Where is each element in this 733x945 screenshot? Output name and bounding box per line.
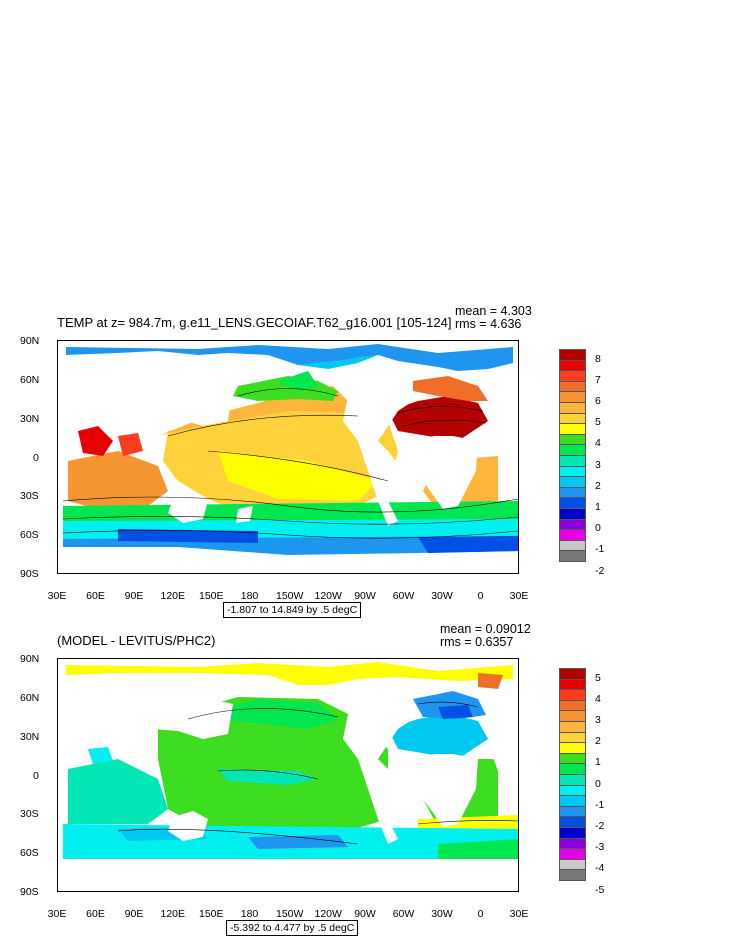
colorbar-label: 4 [595,437,601,450]
lon-label: 30E [509,908,529,920]
lat-label: 60S [20,847,39,859]
colorbar-label: 3 [595,714,601,726]
lon-label: 30W [431,908,453,920]
colorbar-label: 2 [595,735,601,748]
lon-label: 90E [124,908,144,920]
colorbar-label: 4 [595,692,601,705]
panel-title: TEMP at z= 984.7m, g.e11_LENS.GECOIAF.T6… [57,315,452,330]
lon-label: 90W [354,908,376,920]
lon-label: 150E [199,590,224,602]
lon-label: 120W [314,908,342,920]
colorbar-label: 5 [595,671,601,684]
lon-label: 120E [160,590,186,602]
lon-label: 180 [240,908,259,920]
lat-label: 90S [20,568,39,580]
colorbar-label: 7 [595,373,601,386]
mean-label: mean = 4.303 [455,304,532,318]
lon-label: 120E [160,908,186,920]
colorbar-label: -4 [595,862,605,875]
colorbar-label: 5 [595,416,601,429]
lon-label: 90E [124,590,144,602]
lat-label: 60N [20,374,40,386]
lat-label: 0 [33,452,39,464]
rms-label: rms = 0.6357 [440,635,514,649]
colorbar-label: 2 [595,479,601,492]
panel-title: (MODEL - LEVITUS/PHC2) [57,633,216,648]
lon-label: 30W [431,590,453,602]
lon-label: 0 [477,908,484,920]
colorbar-label: -2 [595,820,605,832]
lon-label: 150E [199,908,224,920]
colorbar-swatch [559,869,586,881]
contour-range-label: -1.807 to 14.849 by .5 degC [223,602,362,618]
lon-label: 60E [86,908,105,920]
rms-label: rms = 4.636 [455,317,522,331]
colorbar-label: 1 [595,501,601,513]
lat-label: 30N [20,413,40,425]
lat-label: 60N [20,692,40,704]
lon-label: 60E [86,590,105,602]
lon-label: 180 [240,590,259,602]
lat-label: 90N [20,335,40,347]
colorbar-label: 0 [595,777,601,790]
lon-label: 0 [477,590,484,602]
lat-label: 90N [20,653,40,665]
lon-label: 150W [276,908,304,920]
lat-label: 30N [20,731,40,743]
colorbar-label: 0 [595,522,601,535]
colorbar-swatch [559,550,586,562]
colorbar-label: 6 [595,395,601,407]
lon-label: 150W [276,590,304,602]
colorbar-label: -2 [595,564,605,577]
difference-map [57,658,519,892]
lon-label: 30E [509,590,529,602]
lat-label: 30S [20,808,39,820]
lat-label: 60S [20,529,39,541]
lon-label: 60W [392,908,415,920]
lat-label: 0 [33,770,39,782]
colorbar-label: 8 [595,352,601,365]
contour-range-label: -5.392 to 4.477 by .5 degC [226,920,359,936]
lat-label: 30S [20,490,39,502]
colorbar-label: 1 [595,756,601,769]
lat-label: 90S [20,886,39,898]
lon-label: 60W [392,590,415,602]
lon-label: 30E [47,908,67,920]
mean-label: mean = 0.09012 [440,622,531,636]
lon-label: 30E [47,590,67,602]
colorbar-label: -1 [595,543,605,556]
lon-label: 90W [354,590,376,602]
colorbar-label: 3 [595,458,601,471]
temperature-map [57,340,519,574]
lon-label: 120W [314,590,342,602]
colorbar-label: -3 [595,841,605,854]
colorbar-label: -5 [595,883,605,896]
colorbar-label: -1 [595,798,605,811]
